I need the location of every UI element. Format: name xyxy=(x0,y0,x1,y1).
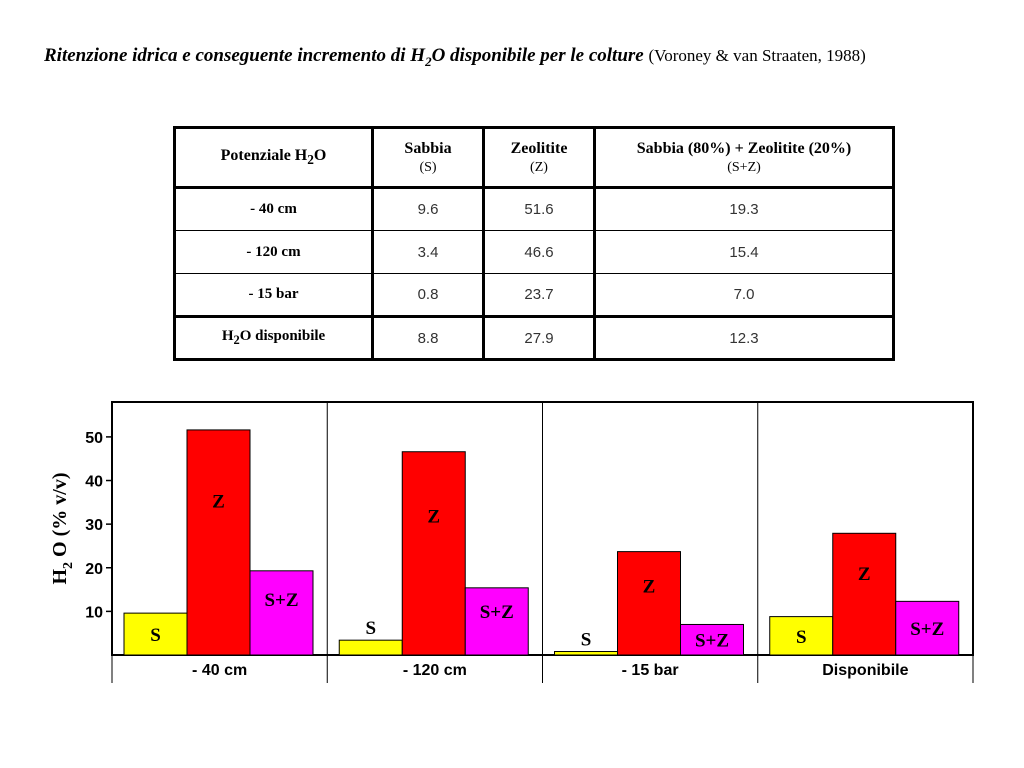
bar-label: S xyxy=(796,627,807,648)
cell-value: 12.3 xyxy=(594,315,894,360)
bar-label: Z xyxy=(858,564,871,585)
header-sabbia: Sabbia (S) xyxy=(372,127,485,189)
cell-value: 46.6 xyxy=(483,230,596,274)
x-category-label: - 15 bar xyxy=(622,662,679,679)
cell-value: 3.4 xyxy=(372,230,485,274)
title-main: Ritenzione idrica e conseguente incremen… xyxy=(44,45,644,69)
table-header-row: Potenziale H2O Sabbia (S) Zeolitite (Z) Sa… xyxy=(174,127,894,189)
bar-label: S xyxy=(150,625,161,646)
x-category-label: - 120 cm xyxy=(403,662,467,679)
bar-sz-3 xyxy=(895,600,960,656)
cell-value: 9.6 xyxy=(372,187,485,231)
y-tick-label: 10 xyxy=(85,604,103,621)
bar-s-3 xyxy=(769,616,834,656)
title-citation: (Voroney & van Straaten, 1988) xyxy=(648,46,866,65)
bar-sz-2 xyxy=(680,623,744,656)
table-row: - 120 cm 3.4 46.6 15.4 xyxy=(174,230,894,274)
table-row: - 40 cm 9.6 51.6 19.3 xyxy=(174,187,894,231)
cell-value: 15.4 xyxy=(594,230,894,274)
bar-label: S+Z xyxy=(264,590,298,611)
y-tick-label: 40 xyxy=(85,474,103,491)
cell-value: 19.3 xyxy=(594,187,894,231)
cell-value: 7.0 xyxy=(594,273,894,317)
bar-label: S xyxy=(365,618,376,639)
bar-z-3 xyxy=(832,532,897,656)
row-label: - 40 cm xyxy=(174,187,374,231)
bar-label: Z xyxy=(427,507,440,528)
y-tick-label: 30 xyxy=(85,517,103,534)
header-zeolitite: Zeolitite (Z) xyxy=(483,127,596,189)
bar-z-0 xyxy=(186,429,251,656)
bar-label: S+Z xyxy=(480,602,514,623)
x-category-label: Disponibile xyxy=(822,662,908,679)
y-tick-label: 20 xyxy=(85,561,103,578)
bar-sz-1 xyxy=(464,587,529,656)
cell-value: 23.7 xyxy=(483,273,596,317)
page-title: Ritenzione idrica e conseguente incremen… xyxy=(44,42,994,75)
bar-label: S xyxy=(581,630,592,651)
table-row: H2O disponibile 8.8 27.9 12.3 xyxy=(174,315,894,360)
cell-value: 8.8 xyxy=(372,315,485,360)
y-axis-label: H2 O (% v/v) xyxy=(49,473,76,585)
cell-value: 0.8 xyxy=(372,273,485,317)
row-label: - 120 cm xyxy=(174,230,374,274)
bar-sz-0 xyxy=(249,570,314,656)
bar-label: Z xyxy=(212,491,225,512)
bar-z-2 xyxy=(617,551,681,656)
row-label: H2O disponibile xyxy=(174,315,374,360)
x-category-label: - 40 cm xyxy=(192,662,247,679)
cell-value: 51.6 xyxy=(483,187,596,231)
bar-z-1 xyxy=(401,451,466,656)
bar-s-2 xyxy=(554,651,618,656)
bar-s-0 xyxy=(123,612,188,656)
header-mix: Sabbia (80%) + Zeolitite (20%) (S+Z) xyxy=(594,127,894,189)
y-tick-label: 50 xyxy=(85,430,103,447)
water-retention-table: Potenziale H2O Sabbia (S) Zeolitite (Z) Sa… xyxy=(173,126,895,361)
header-potenziale: Potenziale H2O xyxy=(174,127,374,189)
bar-label: S+Z xyxy=(695,631,729,652)
table-row: - 15 bar 0.8 23.7 7.0 xyxy=(174,273,894,317)
bar-s-1 xyxy=(338,639,403,656)
bar-label: S+Z xyxy=(910,619,944,640)
cell-value: 27.9 xyxy=(483,315,596,360)
row-label: - 15 bar xyxy=(174,273,374,317)
bar-label: Z xyxy=(643,577,656,598)
